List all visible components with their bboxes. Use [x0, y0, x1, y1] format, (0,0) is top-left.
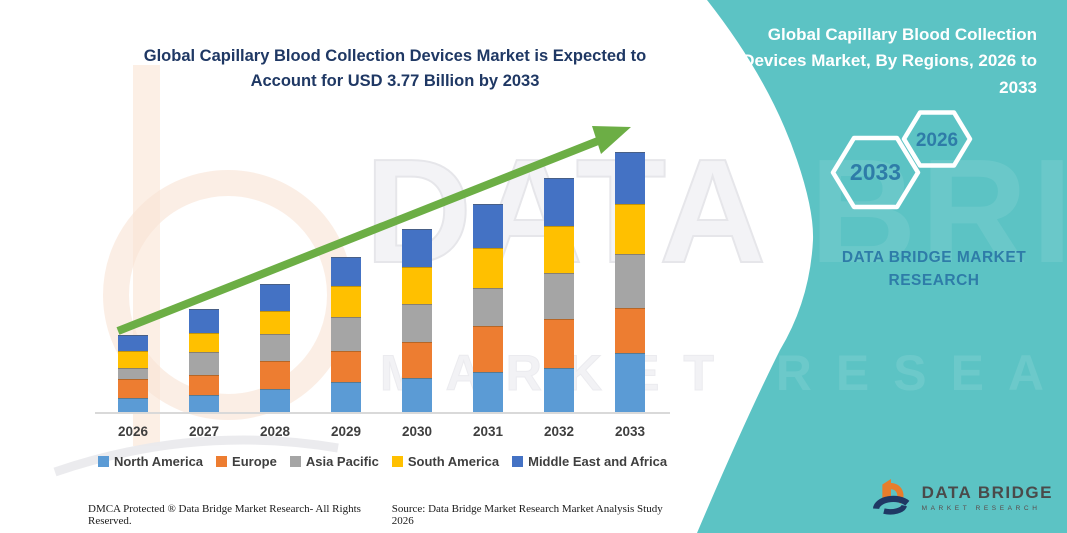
bar-2028	[260, 284, 290, 413]
logo-text-block: DATA BRIDGE MARKET RESEARCH	[922, 483, 1053, 512]
logo: DATA BRIDGE MARKET RESEARCH	[873, 468, 1053, 526]
x-axis-label-2027: 2027	[188, 424, 220, 439]
bar-segment-asia-pacific	[544, 273, 574, 319]
bar-segment-north-america	[260, 388, 290, 413]
side-panel-shape	[697, 0, 1067, 533]
x-axis-label-2026: 2026	[117, 424, 149, 439]
x-axis-label-2029: 2029	[330, 424, 362, 439]
bar-segment-asia-pacific	[473, 288, 503, 327]
bar-segment-middle-east-and-africa	[615, 152, 645, 204]
bar-segment-south-america	[118, 350, 148, 369]
legend-swatch	[97, 456, 109, 467]
logo-title: DATA BRIDGE	[921, 482, 1053, 502]
hexagon-2033-label: 2033	[850, 159, 901, 185]
footer-source: Source: Data Bridge Market Research Mark…	[391, 503, 663, 527]
bar-segment-south-america	[189, 333, 219, 353]
hexagon-year-badges: 2033 2026	[830, 110, 973, 210]
bar-segment-europe	[615, 307, 645, 353]
bar-segment-south-america	[544, 226, 574, 274]
legend-label: South America	[407, 454, 500, 469]
bar-segment-south-america	[402, 266, 432, 304]
legend-label: North America	[113, 454, 204, 469]
bar-segment-middle-east-and-africa	[473, 203, 503, 249]
bar-segment-middle-east-and-africa	[331, 257, 361, 287]
logo-b-icon	[873, 479, 910, 515]
bar-segment-middle-east-and-africa	[118, 334, 148, 351]
legend-swatch	[289, 456, 301, 467]
bar-segment-europe	[260, 361, 290, 389]
bar-segment-south-america	[615, 203, 645, 254]
logo-subtitle: MARKET RESEARCH	[921, 504, 1041, 512]
bar-segment-europe	[544, 318, 574, 368]
legend-label: Asia Pacific	[305, 454, 379, 469]
bar-segment-north-america	[544, 367, 574, 413]
bar-2027	[189, 309, 219, 413]
legend-swatch	[512, 456, 524, 467]
bar-segment-middle-east-and-africa	[402, 228, 432, 267]
legend-item-middle-east-and-africa: Middle East and Africa	[512, 454, 667, 469]
bar-segment-south-america	[473, 248, 503, 289]
legend-swatch	[391, 456, 403, 467]
bar-segment-asia-pacific	[260, 334, 290, 362]
bar-2032	[544, 178, 574, 413]
bar-segment-south-america	[260, 311, 290, 335]
hexagon-2026	[901, 110, 973, 168]
bar-segment-north-america	[118, 397, 148, 413]
bar-segment-north-america	[473, 372, 503, 413]
bar-segment-north-america	[189, 394, 219, 413]
watermark-swoosh	[53, 435, 339, 477]
bar-segment-north-america	[402, 377, 432, 413]
legend-item-north-america: North America	[97, 454, 204, 469]
chart-legend: North America Europe Asia Pacific South Ame…	[85, 454, 680, 469]
legend-label: Europe	[232, 454, 277, 469]
legend-item-asia-pacific: Asia Pacific	[289, 454, 379, 469]
bar-segment-asia-pacific	[615, 253, 645, 308]
bar-segment-europe	[118, 379, 148, 398]
footer: DMCA Protected ® Data Bridge Market Rese…	[88, 503, 673, 527]
bar-segment-europe	[473, 326, 503, 373]
chart-title: Global Capillary Blood Collection Device…	[143, 47, 647, 90]
legend-label: Middle East and Africa	[528, 454, 668, 469]
hexagon-2026-label: 2026	[916, 130, 958, 151]
bar-2031	[473, 203, 503, 413]
x-axis-label-2032: 2032	[543, 424, 575, 439]
x-axis-label-2031: 2031	[472, 424, 504, 439]
hexagon-2033	[830, 135, 921, 210]
bar-segment-middle-east-and-africa	[260, 284, 290, 312]
bar-segment-asia-pacific	[402, 303, 432, 342]
legend-item-south-america: South America	[391, 454, 500, 469]
bar-segment-europe	[402, 341, 432, 378]
side-panel-heading: Global Capillary Blood Collection Device…	[742, 25, 1037, 97]
bar-segment-middle-east-and-africa	[544, 178, 574, 227]
bar-2030	[402, 228, 432, 413]
x-axis-label-2028: 2028	[259, 424, 291, 439]
bar-segment-north-america	[615, 352, 645, 413]
bar-segment-asia-pacific	[118, 368, 148, 380]
trend-arrow-head	[592, 126, 631, 154]
legend-item-europe: Europe	[216, 454, 277, 469]
bar-segment-north-america	[331, 381, 361, 413]
bar-segment-south-america	[331, 286, 361, 318]
bar-segment-europe	[189, 374, 219, 395]
bar-segment-asia-pacific	[189, 352, 219, 375]
bar-segment-middle-east-and-africa	[189, 309, 219, 334]
bar-2029	[331, 257, 361, 413]
bar-segment-europe	[331, 350, 361, 382]
x-axis-label-2033: 2033	[614, 424, 646, 439]
x-axis-line	[95, 412, 670, 414]
bar-2026	[118, 334, 148, 413]
x-axis-label-2030: 2030	[401, 424, 433, 439]
bar-2033	[615, 152, 645, 413]
legend-swatch	[216, 456, 228, 467]
footer-copyright: DMCA Protected ® Data Bridge Market Rese…	[88, 503, 361, 527]
bar-segment-asia-pacific	[331, 317, 361, 351]
brand-text: DATA BRIDGE MARKET RESEARCH	[841, 249, 1027, 290]
